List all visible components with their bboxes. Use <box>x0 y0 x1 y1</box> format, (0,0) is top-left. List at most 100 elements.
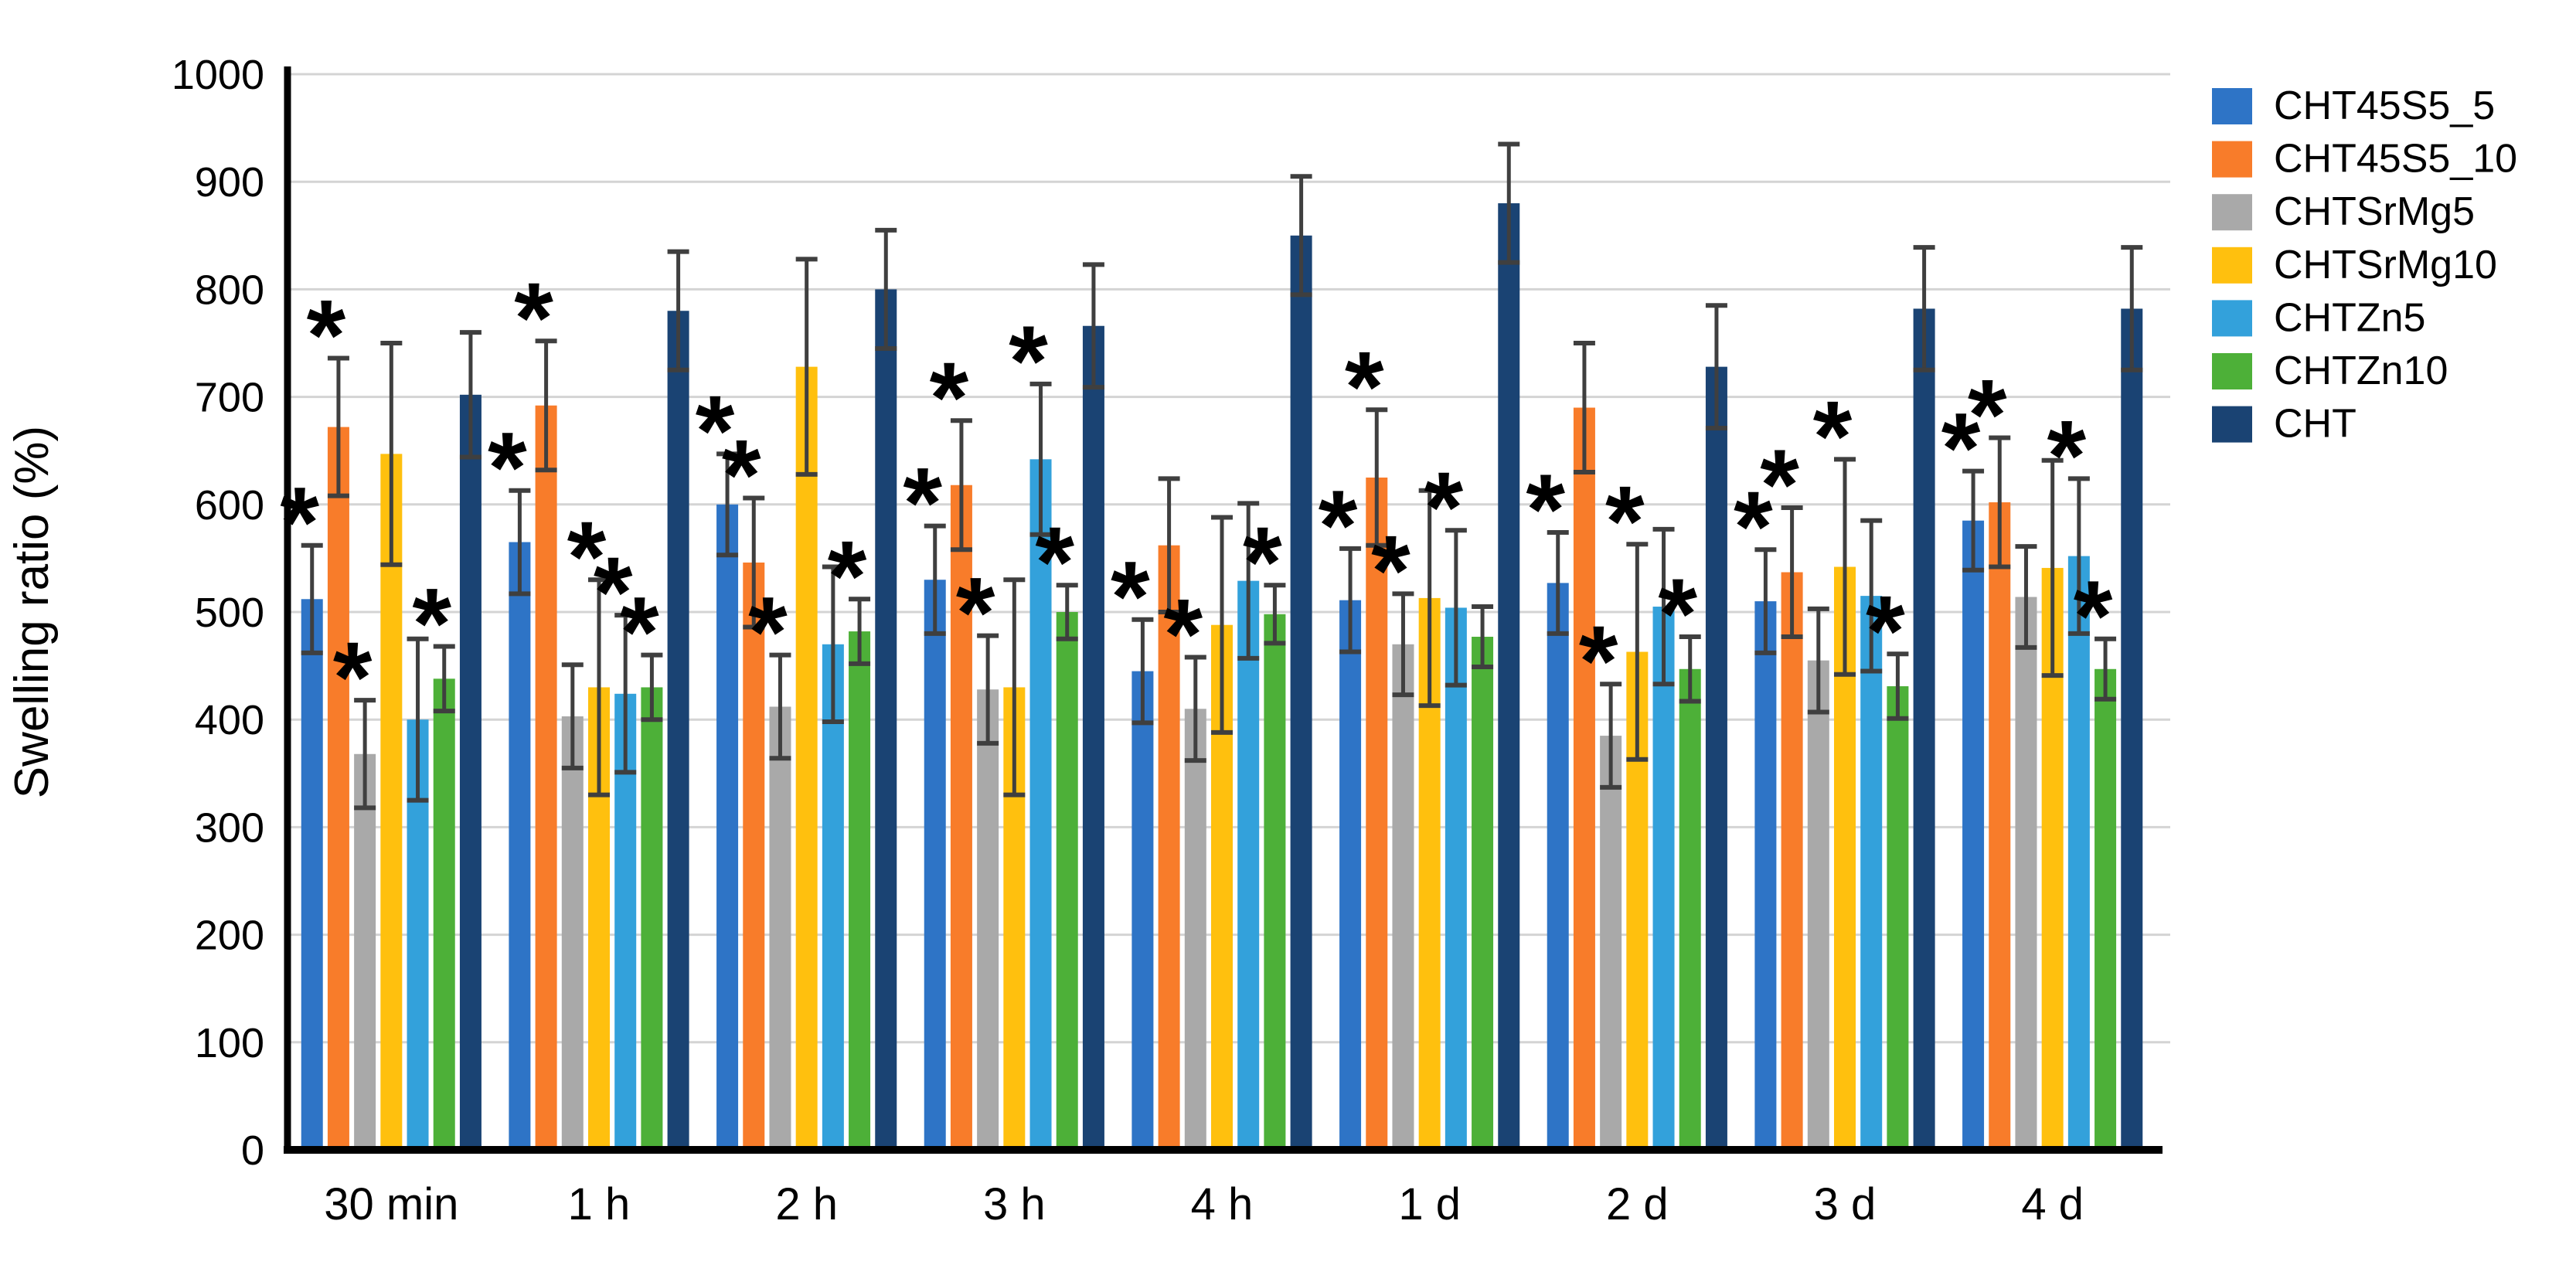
legend-item: CHT45S5_10 <box>2212 137 2517 182</box>
bar <box>535 405 557 1150</box>
bar <box>1158 545 1180 1150</box>
legend-swatch <box>2212 353 2252 389</box>
bar <box>1573 407 1595 1150</box>
significance-star: * <box>696 374 735 487</box>
bar <box>1913 308 1935 1150</box>
bar <box>1705 366 1727 1150</box>
significance-star: * <box>930 341 969 454</box>
y-tick-label: 500 <box>195 590 264 636</box>
bar <box>1472 637 1494 1150</box>
bar <box>667 311 689 1150</box>
x-category-label: 2 d <box>1606 1179 1669 1229</box>
significance-star: * <box>1371 514 1411 627</box>
bar <box>509 542 531 1150</box>
bar <box>354 753 376 1150</box>
legend-item: CHTSrMg10 <box>2212 243 2497 287</box>
legend-swatch <box>2212 247 2252 284</box>
bar <box>849 631 871 1150</box>
legend-label: CHTSrMg10 <box>2274 243 2497 287</box>
bar <box>977 689 999 1150</box>
significance-star: * <box>828 519 867 632</box>
bar <box>1366 478 1388 1150</box>
bar <box>2121 308 2143 1150</box>
bar <box>2094 668 2117 1150</box>
legend-swatch <box>2212 300 2252 337</box>
x-category-label: 30 min <box>324 1179 458 1229</box>
x-category-label: 4 h <box>1191 1179 1254 1229</box>
significance-star: * <box>307 278 346 391</box>
bar <box>875 289 897 1150</box>
significance-star: * <box>333 621 373 733</box>
legend-item: CHTZn5 <box>2212 295 2425 340</box>
x-category-label: 3 d <box>1814 1179 1877 1229</box>
legend-item: CHT45S5_5 <box>2212 83 2495 128</box>
bar <box>1860 596 1883 1150</box>
bar <box>2015 597 2037 1150</box>
legend-label: CHTSrMg5 <box>2274 189 2475 234</box>
y-tick-label: 700 <box>195 375 264 421</box>
significance-star: * <box>903 447 942 559</box>
significance-star: * <box>1968 358 2007 471</box>
y-tick-label: 600 <box>195 482 264 529</box>
y-tick-label: 0 <box>241 1127 264 1174</box>
legend-label: CHTZn10 <box>2274 349 2448 393</box>
bar <box>301 599 323 1150</box>
bar <box>1962 520 1985 1150</box>
legend-label: CHT <box>2274 402 2357 447</box>
bar <box>1652 607 1675 1150</box>
significance-star: * <box>2074 559 2113 672</box>
bar <box>641 687 663 1150</box>
bar <box>1547 583 1569 1150</box>
bar <box>1264 614 1286 1150</box>
y-tick-label: 900 <box>195 159 264 206</box>
bar <box>1290 235 1312 1150</box>
bar <box>459 394 482 1150</box>
bar <box>1131 671 1154 1150</box>
significance-star: * <box>1526 453 1565 566</box>
legend-swatch <box>2212 194 2252 231</box>
significance-star: * <box>412 567 451 680</box>
bar <box>1679 668 1701 1150</box>
bar <box>769 706 791 1150</box>
legend-item: CHTZn10 <box>2212 349 2448 393</box>
bar <box>1445 607 1467 1150</box>
y-tick-label: 100 <box>195 1020 264 1066</box>
legend-item: CHT <box>2212 402 2357 447</box>
bar <box>924 580 946 1150</box>
bar <box>1989 502 2011 1150</box>
legend-swatch <box>2212 141 2252 178</box>
legend-label: CHT45S5_5 <box>2274 83 2495 128</box>
significance-star: * <box>1345 330 1384 443</box>
significance-star: * <box>956 556 995 669</box>
bar <box>1887 686 1909 1150</box>
bar <box>380 454 403 1150</box>
bar <box>1781 572 1803 1150</box>
significance-star: * <box>1009 304 1048 417</box>
y-tick-label: 1000 <box>172 52 264 98</box>
significance-star: * <box>514 261 553 374</box>
legend-swatch <box>2212 88 2252 124</box>
bar <box>1184 709 1206 1150</box>
bar <box>1754 601 1777 1150</box>
bar <box>1498 203 1520 1150</box>
significance-star: * <box>1760 428 1799 541</box>
x-category-label: 4 d <box>2021 1179 2084 1229</box>
y-tick-label: 800 <box>195 267 264 313</box>
bar <box>716 504 739 1150</box>
significance-star: * <box>1035 505 1074 618</box>
legend-swatch <box>2212 406 2252 443</box>
y-axis-title: Swelling ratio (%) <box>5 426 59 798</box>
significance-star: * <box>567 500 607 613</box>
significance-star: * <box>620 576 659 689</box>
x-category-label: 1 d <box>1398 1179 1461 1229</box>
significance-star: * <box>1866 574 1905 687</box>
bar <box>1392 644 1414 1150</box>
bar <box>1807 660 1829 1150</box>
y-tick-label: 200 <box>195 913 264 959</box>
significance-star: * <box>1605 464 1645 577</box>
significance-star: * <box>1243 505 1282 618</box>
significance-star: * <box>1658 557 1697 670</box>
bar <box>1237 580 1260 1150</box>
y-tick-label: 300 <box>195 804 264 851</box>
